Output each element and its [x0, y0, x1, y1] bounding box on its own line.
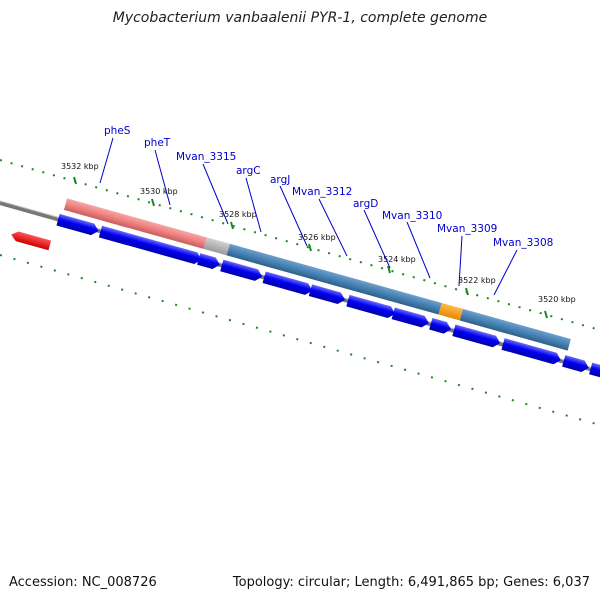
- cds-arrow-10[interactable]: [452, 324, 501, 348]
- cds-arrow-11[interactable]: [501, 338, 562, 366]
- tick-3526: [308, 243, 312, 252]
- cds-arrow-7[interactable]: [346, 294, 396, 320]
- accession-text: Accession: NC_008726: [9, 575, 157, 590]
- cds-arrow-9[interactable]: [429, 317, 452, 335]
- kbp-label-3520: 3520 kbp: [538, 295, 576, 304]
- tick-3532: [73, 176, 77, 185]
- kbp-label-3526: 3526 kbp: [298, 233, 336, 242]
- cds-arrow-13[interactable]: [589, 362, 600, 380]
- cds-arrow-2[interactable]: [98, 225, 203, 266]
- tick-3530: [151, 198, 155, 207]
- cds-arrow-6[interactable]: [308, 284, 347, 305]
- tick-3524: [387, 265, 391, 274]
- genome-summary-text: Topology: circular; Length: 6,491,865 bp…: [232, 575, 590, 590]
- leader-argD: [363, 209, 391, 269]
- tick-track-lower: [0, 254, 600, 426]
- segment-steelblue-2[interactable]: [459, 308, 571, 351]
- segment-salmon[interactable]: [63, 198, 207, 249]
- kbp-label-3524: 3524 kbp: [378, 255, 416, 264]
- kbp-label-3532: 3532 kbp: [61, 162, 99, 171]
- tick-3520: [544, 310, 548, 319]
- cds-arrow-3[interactable]: [197, 253, 221, 270]
- leader-Mvan_3310: [406, 221, 431, 279]
- leader-Mvan_3315: [202, 163, 229, 225]
- gene-label-Mvan_3308[interactable]: Mvan_3308: [493, 237, 553, 249]
- leader-argC: [245, 177, 262, 233]
- gene-label-argD[interactable]: argD: [353, 198, 378, 210]
- tick-3522: [465, 287, 469, 296]
- gene-label-argJ[interactable]: argJ: [270, 174, 290, 186]
- cds-arrow-5[interactable]: [262, 271, 314, 296]
- gene-label-argC[interactable]: argC: [236, 165, 261, 177]
- tick-3528: [230, 221, 234, 230]
- kbp-label-3528: 3528 kbp: [219, 210, 257, 219]
- label-leaders: [99, 137, 518, 296]
- leader-Mvan_3308: [493, 249, 518, 296]
- gene-label-Mvan_3310[interactable]: Mvan_3310: [382, 210, 442, 222]
- map-title: Mycobacterium vanbaalenii PYR-1, complet…: [113, 10, 488, 26]
- feature-track: [10, 198, 600, 380]
- leader-Mvan_3309: [458, 235, 463, 287]
- leader-pheT: [154, 149, 171, 206]
- cds-arrow-1[interactable]: [56, 213, 100, 237]
- leader-Mvan_3312: [318, 198, 348, 257]
- kbp-label-3530: 3530 kbp: [140, 187, 178, 196]
- cds-arrow-8[interactable]: [391, 307, 431, 330]
- leader-pheS: [99, 137, 114, 184]
- leader-argJ: [279, 185, 308, 247]
- major-ticks: [73, 176, 548, 319]
- segment-steelblue-1[interactable]: [226, 243, 442, 315]
- gene-label-Mvan_3309[interactable]: Mvan_3309: [437, 223, 497, 235]
- gene-label-pheS[interactable]: pheS: [104, 125, 131, 137]
- cds-arrow-4[interactable]: [220, 259, 264, 283]
- cds-arrow-12[interactable]: [562, 355, 590, 374]
- segment-orange[interactable]: [438, 302, 463, 321]
- kbp-label-3522: 3522 kbp: [458, 276, 496, 285]
- segment-gray[interactable]: [203, 237, 230, 256]
- red-gene-reverse[interactable]: [10, 230, 52, 251]
- gene-label-pheT[interactable]: pheT: [144, 137, 171, 149]
- gene-label-Mvan_3315[interactable]: Mvan_3315: [176, 151, 236, 163]
- gene-label-Mvan_3312[interactable]: Mvan_3312: [292, 186, 352, 198]
